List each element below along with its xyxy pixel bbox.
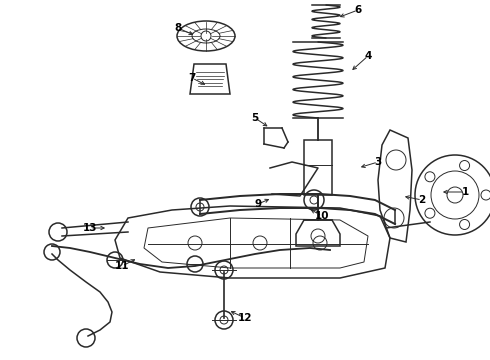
Text: 7: 7	[188, 73, 196, 83]
Bar	[304, 140, 332, 195]
Text: 12: 12	[238, 313, 252, 323]
Text: 8: 8	[174, 23, 182, 33]
Text: 2: 2	[418, 195, 426, 205]
Text: 1: 1	[462, 187, 468, 197]
Text: 4: 4	[364, 51, 372, 61]
Text: 5: 5	[251, 113, 259, 123]
Text: 11: 11	[115, 261, 129, 271]
Text: 13: 13	[83, 223, 97, 233]
Text: 3: 3	[374, 157, 382, 167]
Text: 9: 9	[254, 199, 262, 209]
Text: 10: 10	[315, 211, 329, 221]
Text: 6: 6	[354, 5, 362, 15]
